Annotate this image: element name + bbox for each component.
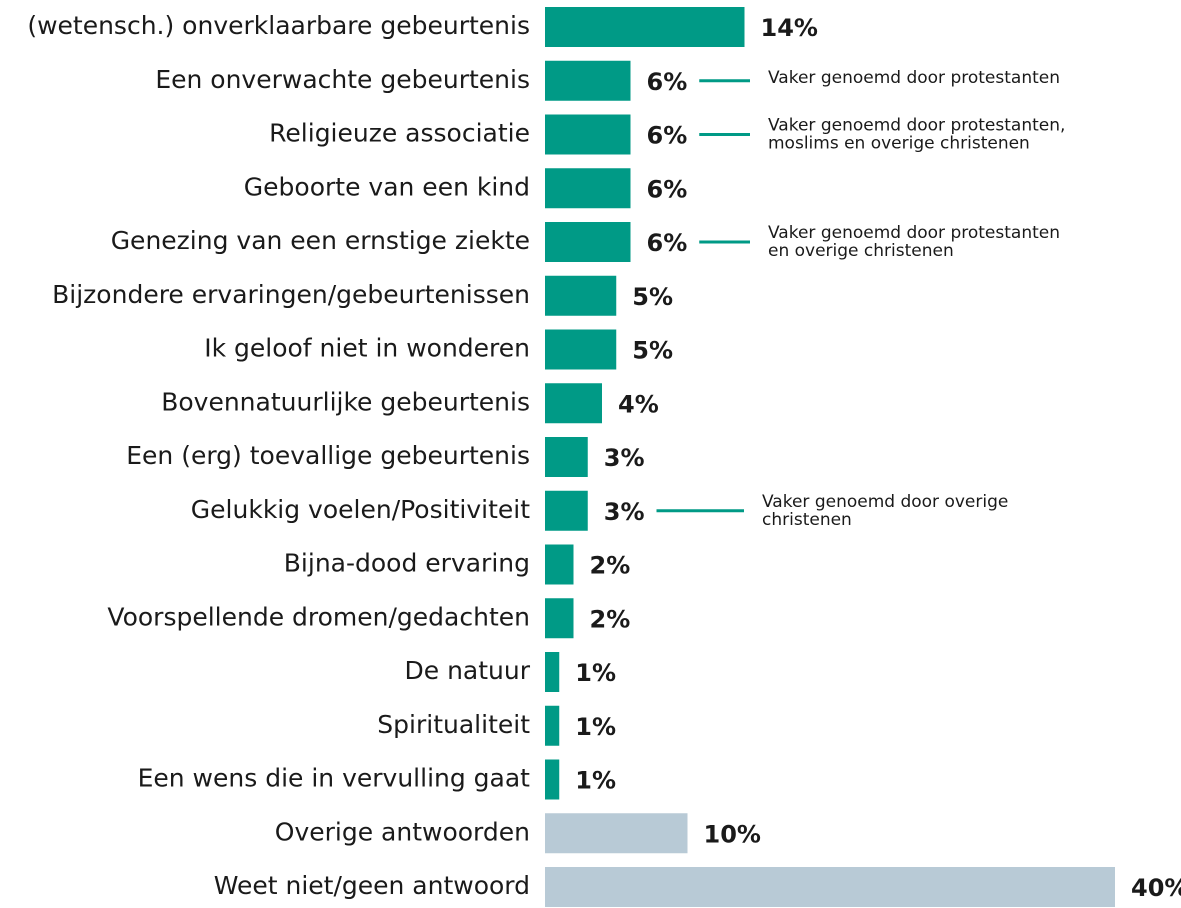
bar — [545, 275, 617, 316]
category-label: Spiritualiteit — [377, 710, 530, 739]
bar — [545, 705, 560, 746]
value-label: 5% — [632, 337, 673, 365]
category-label: Bijna-dood ervaring — [284, 549, 530, 578]
bar — [545, 222, 631, 262]
value-label: 14% — [761, 14, 818, 42]
bar — [545, 437, 588, 477]
annotation-text: moslims en overige christenen — [768, 134, 1030, 154]
value-label: 3% — [604, 498, 645, 526]
annotation-text: en overige christenen — [768, 241, 954, 261]
annotation-text: Vaker genoemd door protestanten — [768, 68, 1060, 88]
bar — [545, 114, 631, 155]
bar — [545, 60, 631, 101]
value-label: 4% — [618, 390, 659, 418]
category-label: Geboorte van een kind — [244, 172, 530, 201]
category-label: Een onverwachte gebeurtenis — [155, 65, 530, 94]
category-label: Een (erg) toevallige gebeurtenis — [126, 441, 530, 470]
bar — [545, 598, 574, 639]
bar — [545, 813, 688, 854]
annotation-text: Vaker genoemd door protestanten — [768, 223, 1060, 243]
category-label: Genezing van een ernstige ziekte — [111, 226, 530, 255]
category-label: De natuur — [404, 656, 530, 685]
value-label: 5% — [632, 283, 673, 311]
bar — [545, 168, 631, 209]
value-label: 2% — [590, 605, 631, 633]
value-label: 2% — [590, 552, 631, 580]
category-label: Bijzondere ervaringen/gebeurtenissen — [52, 280, 530, 309]
annotation-text: Vaker genoemd door overige — [762, 492, 1008, 512]
bar — [545, 329, 617, 370]
value-label: 1% — [575, 659, 616, 687]
annotation-text: Vaker genoemd door protestanten, — [768, 116, 1065, 136]
bar — [545, 867, 1115, 907]
category-label: Voorspellende dromen/gedachten — [107, 602, 530, 631]
value-label: 10% — [704, 820, 761, 848]
value-label: 1% — [575, 713, 616, 741]
bar — [545, 7, 745, 47]
bar — [545, 759, 560, 800]
value-label: 6% — [647, 175, 688, 203]
value-label: 40% — [1131, 874, 1181, 902]
value-label: 6% — [647, 229, 688, 257]
category-label: (wetensch.) onverklaarbare gebeurtenis — [27, 11, 530, 40]
category-label: Gelukkig voelen/Positiviteit — [191, 495, 530, 524]
bar — [545, 544, 574, 585]
bar — [545, 490, 588, 531]
category-label: Overige antwoorden — [275, 817, 530, 846]
value-label: 6% — [647, 68, 688, 96]
bar — [545, 383, 602, 424]
category-label: Religieuze associatie — [269, 119, 530, 148]
category-label: Een wens die in vervulling gaat — [138, 764, 531, 793]
annotation-text: christenen — [762, 510, 852, 530]
category-label: Ik geloof niet in wonderen — [204, 334, 530, 363]
value-label: 6% — [647, 122, 688, 150]
category-label: Weet niet/geen antwoord — [214, 871, 530, 900]
value-label: 3% — [604, 444, 645, 472]
category-label: Bovennatuurlijke gebeurtenis — [161, 387, 530, 416]
bar — [545, 652, 560, 692]
value-label: 1% — [575, 767, 616, 795]
